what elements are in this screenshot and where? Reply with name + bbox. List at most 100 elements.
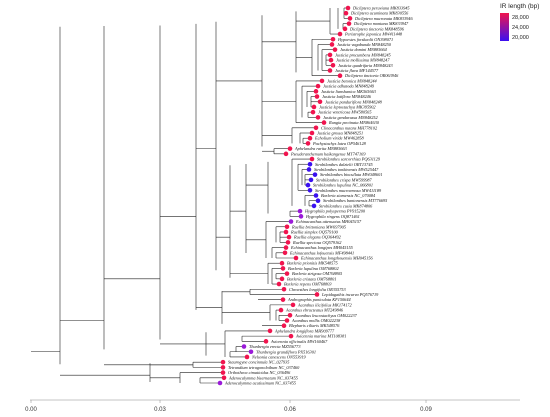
tip-label: Acanthus ilicifolius MK174172 <box>297 302 353 307</box>
tip-label: Hygrophila ringens OQ871461 <box>305 214 360 219</box>
ir-length-dot <box>288 219 294 224</box>
ir-length-dot <box>220 370 226 375</box>
ir-length-dot <box>286 234 292 240</box>
tip-label: Justicia latiflora MN848246 <box>322 94 372 99</box>
ir-length-dot <box>284 318 290 323</box>
tip-label: Barleria prionitis MK548575 <box>287 261 338 266</box>
tip-label: Justicia betonica MN848244 <box>327 78 377 83</box>
ir-length-dot <box>217 380 223 386</box>
axis-label-3: 0.09 <box>420 407 432 413</box>
ir-length-dot <box>314 94 320 99</box>
ir-length-dot <box>220 359 226 365</box>
tip-label: Echinacanthus attenuatus MH045157 <box>295 219 362 224</box>
tip-label: Ruellia simplex OQ579100 <box>290 229 339 234</box>
tip-label: Dicliptera montana MK833947 <box>353 21 409 26</box>
tip-label: Hygrophila polysperma PV915200 <box>304 209 366 214</box>
ir-length-dot <box>330 62 336 68</box>
tip-label: Avicennia officinalis MW160467 <box>270 339 328 344</box>
tip-label: Staurogyne concinnula NC_027935 <box>228 360 290 365</box>
ir-length-dot <box>281 323 287 329</box>
ir-length-dot <box>330 36 336 42</box>
tip-label: Strobilanthes sarcorrhiza PQ631129 <box>317 157 381 162</box>
ir-length-dot <box>283 245 289 250</box>
ir-length-dot <box>283 229 289 235</box>
ir-length-dot <box>284 271 290 276</box>
tip-label: Barleria strigosa OM768805 <box>292 271 343 276</box>
tip-label: Justicia domini MN885664 <box>340 47 388 52</box>
tree-branches <box>31 7 350 384</box>
ir-length-dot <box>305 182 311 188</box>
tip-label: Hypoestes forskaolii ON398071 <box>337 37 393 42</box>
tip-label: Echolium viride MW462858 <box>314 136 365 141</box>
tip-label: Strobilanthes tonkinensis MW525447 <box>314 167 379 172</box>
tip-label: Ruellia speciosa OQ579162 <box>292 240 342 245</box>
ir-length-dot <box>305 141 311 146</box>
legend-tick-24000: 24,000 <box>512 25 529 31</box>
ir-length-dot <box>290 302 296 308</box>
ir-length-dot <box>328 57 334 63</box>
ir-length-dot <box>284 224 290 230</box>
ir-length-dot <box>288 333 294 339</box>
tip-label: Clinacanthus nutans MH778102 <box>321 125 378 130</box>
tip-label: Acanthus mollis OM022238 <box>291 318 341 323</box>
ir-length-dot <box>342 26 348 32</box>
tip-label: Nelsonia canescens ON553919 <box>251 354 307 359</box>
tip-label: Aphelandra longiflora MH909777 <box>274 328 335 333</box>
ir-length-dot <box>317 99 323 105</box>
ir-length-dot <box>297 208 303 214</box>
ir-length-dot <box>306 167 312 172</box>
ir-length-dot <box>309 156 315 162</box>
tip-label: Barleria cristata OM768801 <box>287 276 336 281</box>
ir-length-dot <box>276 281 282 287</box>
axis-label-2: 0.06 <box>284 407 296 413</box>
ir-length-dot <box>315 115 321 120</box>
ir-length-dot <box>221 375 227 381</box>
tip-label: Barleria siamensis NC_070084 <box>321 193 376 198</box>
tip-label: Justicia flava MF144577 <box>335 68 379 73</box>
ir-length-dot <box>347 16 353 21</box>
tip-label: Lepidagathis incurva PQ576719 <box>321 292 379 297</box>
tip-label: Adenocalymma bisernatum NC_037455 <box>228 375 299 380</box>
tip-label: Thunbergia grandiflora PX516301 <box>256 349 316 354</box>
ir-length-dot <box>311 203 317 209</box>
ir-length-dot <box>281 286 287 292</box>
ir-length-dot <box>321 120 327 125</box>
ir-length-dot <box>280 266 286 271</box>
ir-length-dot <box>287 312 293 318</box>
ir-length-dot <box>307 187 313 193</box>
tip-label: Dicliptera acuminata MK830556 <box>350 11 409 16</box>
tip-label: Tetrandium tetragonoloibum NC_037460 <box>228 365 300 370</box>
tip-label: Aphelandra rarita MN885663 <box>294 146 347 151</box>
ir-length-dot <box>220 365 226 370</box>
ir-length-dot <box>310 109 316 115</box>
tip-label: Justicia gendarussa MN848252 <box>323 115 379 120</box>
tip-label: Blepharis ciliaris MK548576 <box>289 323 340 328</box>
tree-tip-labels: Dicliptera peruviana MK833945Dicliptera … <box>224 6 413 386</box>
tip-label: Ruellia elegans OQ364492 <box>293 235 342 240</box>
tip-label: Chroesthes longifolia OR355753 <box>289 287 346 292</box>
tip-label: Justicia quadrifaria MN848243 <box>338 63 393 68</box>
tip-label: Strobilanthes crispa MW599987 <box>316 177 373 182</box>
tip-label: Dicliptera tinctoria MK848596 <box>349 26 405 31</box>
ir-length-dot <box>248 349 254 355</box>
ir-length-dot <box>244 354 250 360</box>
ir-length-dot <box>279 260 285 266</box>
legend: IR length (bp) 28,000 24,000 20,000 <box>500 3 539 41</box>
scale-axis: 0.00 0.03 0.06 0.09 <box>25 399 520 413</box>
tip-label: Pseuderanthemum haikangense MT747169 <box>290 151 366 156</box>
tip-label: Adenocalymma acutissimum NC_037455 <box>224 381 297 386</box>
tip-label: Echinacanthus lofouensis MF498441 <box>289 250 354 255</box>
tip-label: Barleria repens OM768803 <box>284 282 332 287</box>
ir-length-dot <box>343 10 349 16</box>
ir-length-dot <box>313 193 319 198</box>
tip-label: Strobilanthes lupulina NC_066801 <box>313 183 373 188</box>
ir-length-dot <box>263 339 269 344</box>
tip-label: Ruellia brittoniana MW697905 <box>291 224 347 229</box>
ir-length-dot <box>241 344 247 349</box>
tip-label: Dicliptera tinctoria OR063946 <box>344 73 399 78</box>
tip-label: Justicia grossa MN848251 <box>317 131 363 136</box>
ir-length-dot <box>313 125 319 131</box>
axis-label-0: 0.00 <box>25 407 37 413</box>
tip-label: Dicliptera peruviana MK833945 <box>352 6 410 11</box>
legend-color-bar <box>500 13 509 41</box>
